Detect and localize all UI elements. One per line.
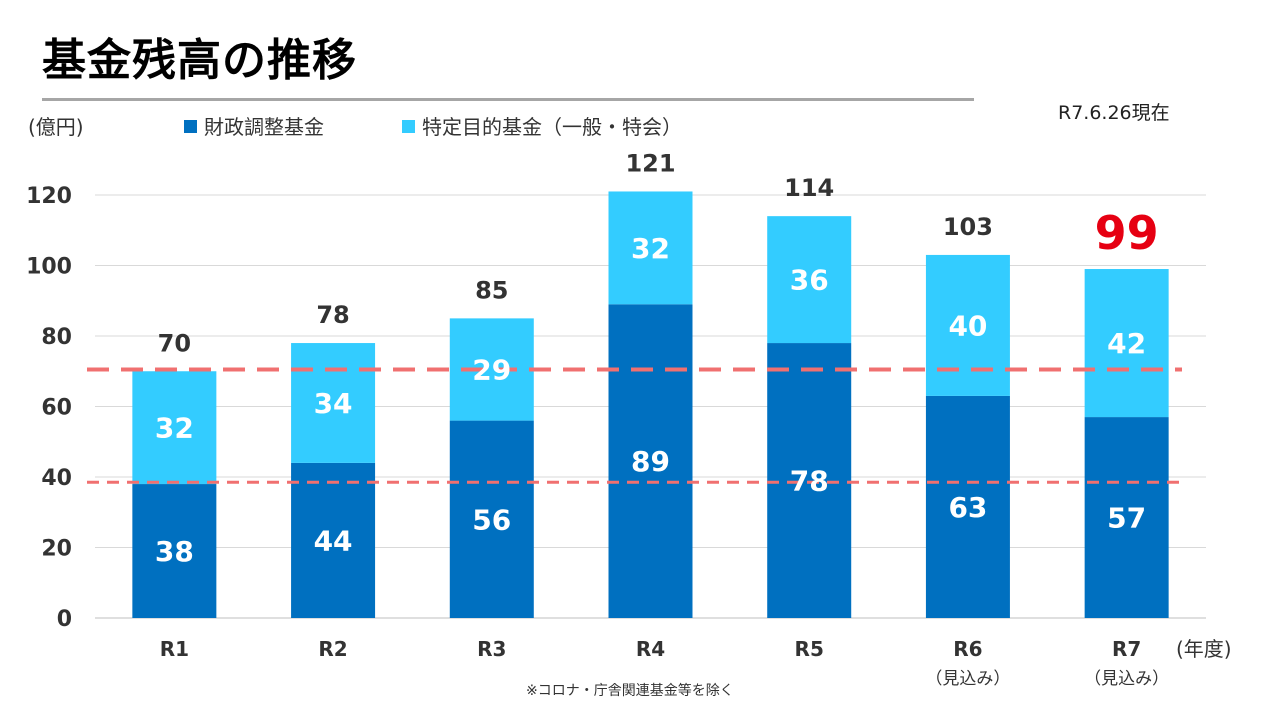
y-tick-label: 120 [26,184,72,209]
bar-R1-series-2 [132,371,217,485]
legend-label-specific-purpose-fund: 特定目的基金（一般・特会） [422,115,682,139]
segment-value-label: 38 [155,535,194,568]
x-category-label: R6 [953,637,982,661]
x-category-sublabel: （見込み） [925,669,1010,689]
legend-swatch-fiscal-adjustment-fund [184,120,197,133]
bar-R6-series-2 [925,254,1010,396]
segment-value-label: 40 [948,309,987,342]
bar-R1-series-1 [132,484,217,618]
bar-R2-series-1 [291,462,376,618]
bar-R4-series-1 [608,304,693,618]
segment-value-label: 42 [1107,327,1146,360]
x-category-label: R1 [160,637,189,661]
segment-value-label: 29 [472,353,511,386]
y-tick-label: 60 [41,396,72,421]
y-tick-label: 100 [26,255,72,280]
legend-swatch-specific-purpose-fund [402,120,415,133]
segment-value-label: 34 [314,387,353,420]
y-tick-label: 20 [41,537,72,562]
x-axis-unit: (年度) [1176,637,1232,661]
y-tick-label: 40 [41,466,72,491]
total-value-label: 114 [784,174,834,202]
bar-R7-series-1 [1084,417,1169,618]
segment-value-label: 32 [631,232,670,265]
bars [132,191,1169,618]
page-title: 基金残高の推移 [42,35,357,86]
total-value-label: 78 [316,301,349,329]
segment-value-label: 36 [790,264,829,297]
x-category-label: R5 [795,637,824,661]
bar-R4-series-2 [608,191,693,305]
as-of-date: R7.6.26現在 [1058,102,1170,124]
bar-R3-series-1 [449,420,534,618]
x-category-label: R2 [318,637,347,661]
total-value-label: 103 [943,213,993,241]
y-axis-unit: (億円) [28,115,84,139]
labels: 0 20 40 60 80 100 120 38 32 70 R1 44 34 78 R2 56 29 85 R3 8… [26,149,1169,689]
x-category-sublabel: （見込み） [1084,669,1169,689]
reference-lines [87,367,1182,484]
segment-value-label: 57 [1107,502,1146,535]
total-value-label: 121 [625,149,675,177]
segment-value-label: 89 [631,445,670,478]
total-value-label: 70 [158,329,191,357]
bar-R5-series-1 [767,343,852,618]
footnote: ※コロナ・庁舎関連基金等を除く [526,682,734,699]
bar-R2-series-2 [291,343,376,463]
x-category-label: R4 [636,637,665,661]
bar-R6-series-1 [925,395,1010,618]
y-tick-label: 80 [41,325,72,350]
bar-R7-series-2 [1084,269,1169,418]
segment-value-label: 63 [948,491,987,524]
title-divider [42,98,974,101]
y-tick-label: 0 [57,607,72,632]
x-category-label: R7 [1112,637,1141,661]
segment-value-label: 44 [314,524,353,557]
total-value-label: 85 [475,276,508,304]
bar-R5-series-2 [767,216,852,344]
segment-value-label: 78 [790,465,829,498]
x-category-label: R3 [477,637,506,661]
total-value-label-highlight: 99 [1095,206,1159,260]
legend-label-fiscal-adjustment-fund: 財政調整基金 [204,115,324,139]
segment-value-label: 32 [155,412,194,445]
segment-value-label: 56 [472,503,511,536]
